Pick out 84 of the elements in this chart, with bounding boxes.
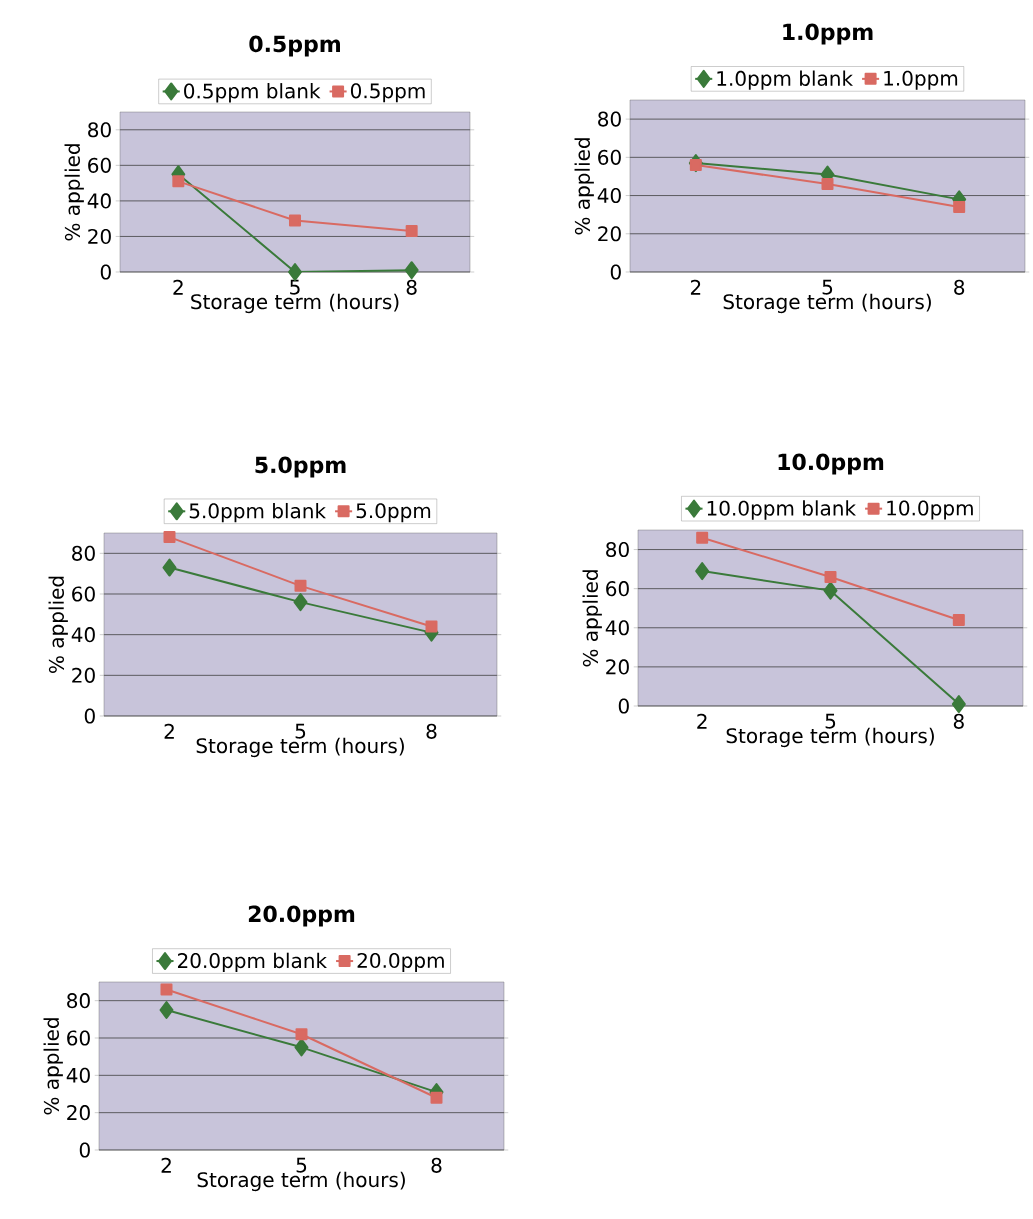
legend-label: 1.0ppm blank xyxy=(717,70,853,90)
y-tick-label: 20 xyxy=(598,226,621,242)
point xyxy=(695,562,710,581)
y-tick-label: 0 xyxy=(79,1142,90,1158)
x-tick-label: 5 xyxy=(822,279,833,295)
y-tick-label: 20 xyxy=(67,1105,90,1121)
y-tick-label: 80 xyxy=(88,122,111,138)
legend-label: 1.0ppm xyxy=(884,70,958,90)
legend-label: 5.0ppm xyxy=(356,503,431,523)
point xyxy=(951,695,966,714)
chart-title: 0.5ppm xyxy=(249,35,340,57)
point xyxy=(159,1001,174,1019)
y-tick-label: 60 xyxy=(598,149,621,165)
point xyxy=(162,558,177,577)
x-tick-label: 2 xyxy=(161,1157,171,1173)
y-axis-title: % applied xyxy=(48,576,68,673)
y-tick-label: 0 xyxy=(84,708,95,724)
point xyxy=(289,214,301,227)
x-tick-label: 5 xyxy=(290,279,300,295)
y-tick-label: 80 xyxy=(598,111,621,127)
y-tick-label: 20 xyxy=(606,659,629,675)
legend-label: 0.5ppm xyxy=(350,83,425,103)
x-tick-label: 8 xyxy=(953,713,964,729)
point xyxy=(172,175,185,188)
x-tick-label: 8 xyxy=(406,279,417,295)
y-tick-label: 80 xyxy=(72,545,95,561)
y-axis-title: % applied xyxy=(64,144,84,241)
y-tick-label: 80 xyxy=(606,542,629,558)
point xyxy=(288,262,302,281)
chart-title: 1.0ppm xyxy=(783,23,873,45)
point xyxy=(295,1028,308,1041)
y-tick-label: 60 xyxy=(88,157,111,173)
point xyxy=(696,531,709,544)
chart-title: 10.0ppm xyxy=(778,453,884,475)
y-tick-label: 60 xyxy=(606,581,629,597)
x-tick-label: 8 xyxy=(431,1157,442,1173)
y-tick-label: 60 xyxy=(72,586,95,602)
point xyxy=(821,178,834,191)
legend-label: 20.0ppm xyxy=(357,952,444,972)
point xyxy=(163,531,176,544)
x-tick-label: 8 xyxy=(426,723,437,739)
legend-label: 10.0ppm blank xyxy=(707,500,856,520)
x-tick-label: 5 xyxy=(295,723,306,739)
point xyxy=(823,581,838,600)
y-tick-label: 40 xyxy=(71,627,95,643)
point xyxy=(953,201,966,214)
x-tick-label: 2 xyxy=(164,723,174,739)
legend-label: 5.0ppm blank xyxy=(189,502,326,523)
x-tick-label: 5 xyxy=(825,713,836,729)
point xyxy=(294,579,307,592)
x-tick-label: 5 xyxy=(296,1157,307,1173)
x-tick-label: 2 xyxy=(173,279,183,295)
y-tick-label: 40 xyxy=(66,1067,90,1083)
y-tick-label: 80 xyxy=(67,993,90,1009)
y-tick-label: 40 xyxy=(597,188,621,204)
y-axis-title: % applied xyxy=(574,138,594,235)
point xyxy=(689,158,702,171)
point xyxy=(430,1091,443,1104)
point xyxy=(952,613,965,626)
x-tick-label: 8 xyxy=(954,279,965,295)
point xyxy=(294,1038,309,1057)
y-tick-label: 0 xyxy=(618,698,629,714)
point xyxy=(160,983,173,996)
x-tick-label: 2 xyxy=(697,713,707,729)
point xyxy=(404,261,419,280)
y-tick-label: 0 xyxy=(610,264,621,280)
point xyxy=(425,620,438,633)
y-tick-label: 60 xyxy=(67,1030,90,1046)
y-tick-label: 20 xyxy=(72,667,95,683)
y-tick-label: 40 xyxy=(605,620,629,636)
legend-label: 10.0ppm xyxy=(887,500,973,520)
chart-title: 20.0ppm xyxy=(248,905,355,927)
y-tick-label: 0 xyxy=(100,264,111,280)
y-tick-label: 20 xyxy=(88,228,111,245)
legend-label: 20.0ppm blank xyxy=(177,952,327,973)
y-axis-title: % applied xyxy=(43,1018,63,1115)
y-axis-title: % applied xyxy=(582,570,602,667)
point xyxy=(293,593,308,612)
y-tick-label: 40 xyxy=(87,193,111,209)
legend-label: 0.5ppm blank xyxy=(184,83,321,103)
chart-title: 5.0ppm xyxy=(255,456,346,478)
x-tick-label: 2 xyxy=(690,279,701,295)
point xyxy=(405,225,418,238)
point xyxy=(824,570,837,583)
